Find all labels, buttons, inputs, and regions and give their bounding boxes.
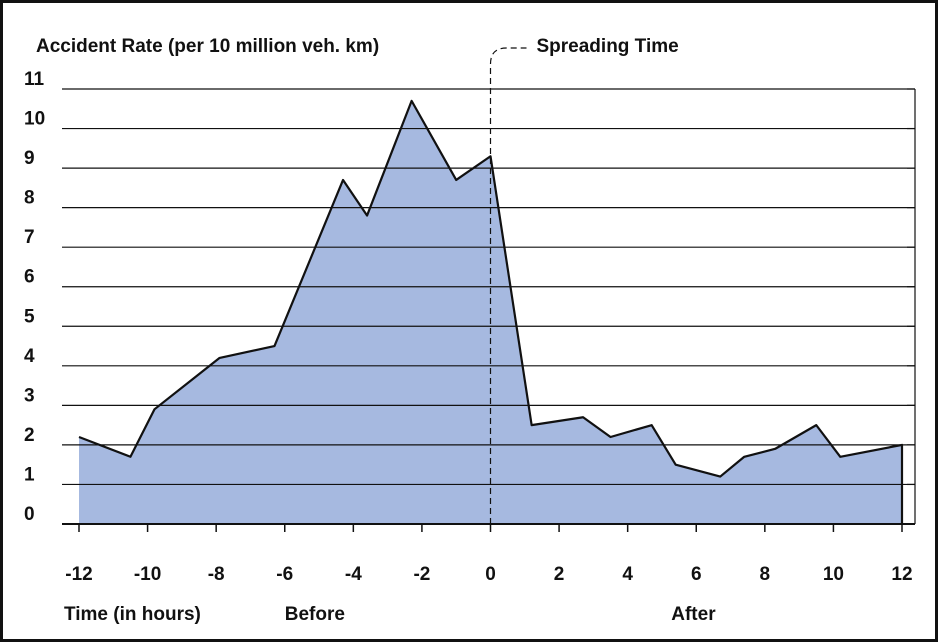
y-tick-label: 9 [24,148,35,169]
annotation-line [489,47,527,524]
y-tick-label: 1 [24,464,35,485]
annotation: After [671,604,716,625]
x-tick-label: 0 [485,564,496,585]
y-tick-label: 4 [24,346,35,367]
x-tick-label: -4 [345,564,362,585]
area-line [78,99,904,524]
y-tick-label: 6 [24,267,35,288]
y-tick-label: 5 [24,306,35,327]
x-tick-label: -12 [65,564,92,585]
annotation: Spreading Time [537,36,679,57]
x-tick-label: 10 [823,564,844,585]
x-tick-label: 8 [760,564,771,585]
y-tick-label: 8 [24,188,35,209]
x-tick-label: -10 [134,564,161,585]
annotation: Before [285,604,345,625]
x-tick-label: 2 [554,564,565,585]
x-tick-label: -6 [276,564,293,585]
x-tick-label: 6 [691,564,702,585]
x-tick-label: 12 [891,564,912,585]
x-tick-label: 4 [622,564,633,585]
y-tick-label: 10 [24,109,45,130]
x-tick-label: -2 [413,564,430,585]
x-axis-label: Time (in hours) [64,604,201,625]
y-tick-label: 7 [24,227,35,248]
x-tick-label: -8 [208,564,225,585]
y-tick-label: 0 [24,504,35,525]
y-tick-label: 2 [24,425,35,446]
y-axis-label: Accident Rate (per 10 million veh. km) [36,36,379,57]
y-tick-label: 11 [24,69,45,90]
y-tick-label: 3 [24,385,35,406]
